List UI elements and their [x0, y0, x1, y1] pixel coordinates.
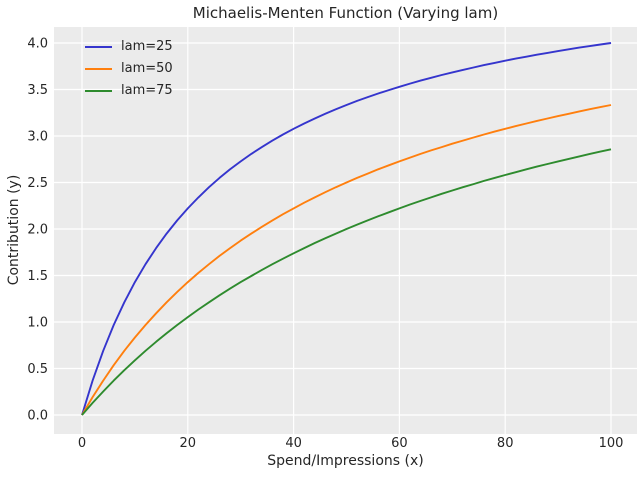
plot-area [54, 27, 637, 434]
legend-item-2: lam=75 [85, 80, 173, 102]
legend-item-0: lam=25 [85, 36, 173, 58]
y-tick-label-1: 0.5 [27, 362, 48, 377]
x-tick-label-5: 100 [599, 436, 624, 451]
x-tick-label-1: 20 [180, 436, 197, 451]
x-tick-label-4: 80 [497, 436, 514, 451]
y-axis-label: Contribution (y) [6, 174, 22, 286]
series-line-0 [81, 42, 612, 416]
chart-title: Michaelis-Menten Function (Varying lam) [192, 4, 499, 22]
series-line-2 [81, 148, 612, 416]
legend-label-0: lam=25 [121, 39, 173, 54]
y-tick-label-8: 4.0 [27, 37, 48, 52]
legend-swatch-2 [85, 90, 112, 92]
y-tick-label-2: 1.0 [27, 316, 48, 331]
y-tick-label-0: 0.0 [27, 409, 48, 424]
x-tick-label-2: 40 [285, 436, 302, 451]
legend-label-2: lam=75 [121, 83, 173, 98]
series-line-1 [81, 104, 612, 416]
legend-item-1: lam=50 [85, 58, 173, 80]
y-tick-label-5: 2.5 [27, 176, 48, 191]
legend-swatch-1 [85, 68, 112, 70]
y-tick-label-3: 1.5 [27, 269, 48, 284]
y-tick-label-6: 3.0 [27, 130, 48, 145]
legend-swatch-0 [85, 46, 112, 48]
x-tick-label-3: 60 [391, 436, 408, 451]
x-tick-label-0: 0 [78, 436, 86, 451]
x-axis-label: Spend/Impressions (x) [267, 453, 424, 469]
legend-label-1: lam=50 [121, 61, 173, 76]
y-tick-label-7: 3.5 [27, 83, 48, 98]
legend: lam=25 lam=50 lam=75 [85, 36, 173, 102]
y-tick-label-4: 2.0 [27, 223, 48, 238]
